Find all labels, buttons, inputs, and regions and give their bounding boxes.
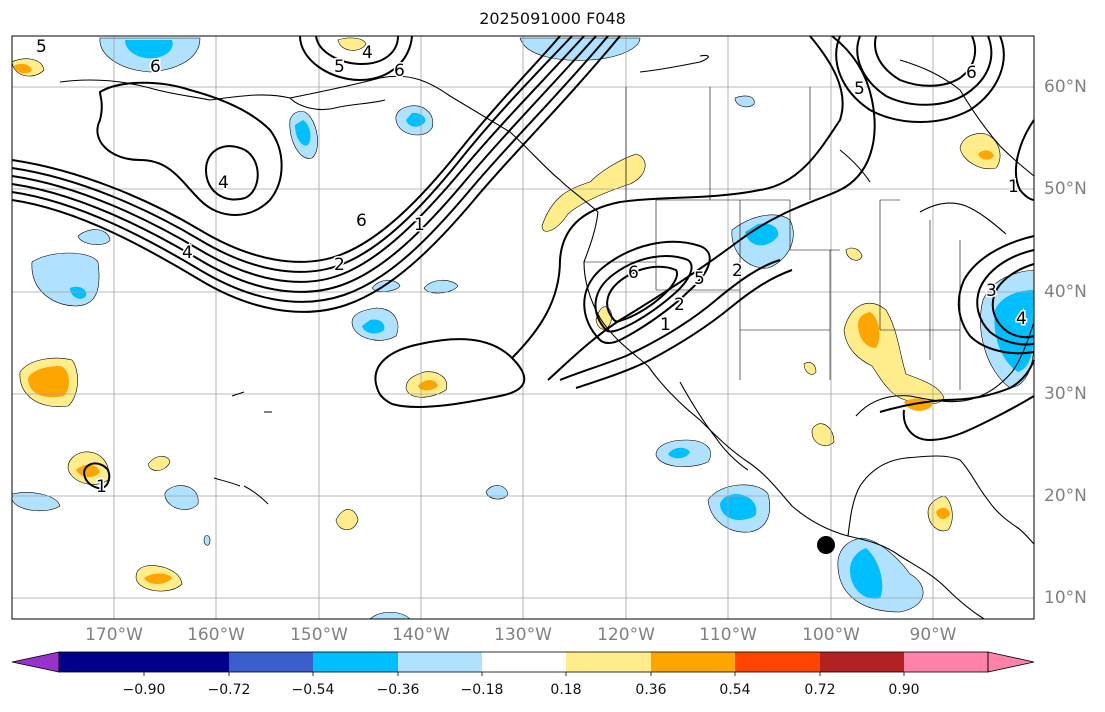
- colorbar-bin: [566, 652, 651, 672]
- longitude-label: 160°W: [187, 625, 245, 645]
- contour-label: 5: [334, 57, 345, 77]
- location-marker: [817, 536, 835, 554]
- longitude-label: 170°W: [85, 625, 143, 645]
- contour-label: 4: [362, 43, 373, 63]
- contour-label: 1: [660, 315, 671, 335]
- latitude-label: 20°N: [1044, 486, 1087, 506]
- latitude-label: 30°N: [1044, 384, 1087, 404]
- contour-label: 4: [218, 173, 229, 193]
- contour-label: 6: [628, 263, 639, 283]
- colorbar-bin: [904, 652, 988, 672]
- contour-label: 4: [1016, 309, 1027, 329]
- map-title: 2025091000 F048: [479, 9, 626, 28]
- colorbar-bin: [651, 652, 735, 672]
- contour-label: 2: [334, 255, 345, 275]
- colorbar-tick-label: 0.90: [888, 682, 920, 698]
- contour-label: 6: [394, 61, 405, 81]
- contour-label: 2: [674, 295, 685, 315]
- state-borders: [584, 87, 961, 390]
- colorbar-bin: [313, 652, 398, 672]
- latitude-label: 10°N: [1044, 588, 1087, 608]
- colorbar-tick-label: 0.36: [635, 682, 667, 698]
- longitude-label: 140°W: [392, 625, 450, 645]
- contour-label: 6: [356, 211, 367, 231]
- contour-label: 3: [986, 281, 997, 301]
- colorbar-bin: [144, 652, 229, 672]
- colorbar-tick-label: −0.18: [460, 682, 504, 698]
- contour-labels: 5 6 4 5 6 6 5 4 4 6 1 2 6 5 2 2 1 1 3 4 …: [35, 36, 1029, 499]
- height-contours: [11, 35, 1035, 490]
- colorbar-bin: [482, 652, 566, 672]
- longitude-label: 110°W: [699, 625, 757, 645]
- contour-label: 6: [966, 63, 977, 83]
- contour-label: 5: [36, 37, 47, 57]
- positive-anomaly-regions: [11, 37, 1001, 592]
- longitude-label: 120°W: [597, 625, 655, 645]
- colorbar-right-extension: [987, 651, 1035, 673]
- latitude-label: 50°N: [1044, 179, 1087, 199]
- islands: [213, 391, 272, 505]
- colorbar-tick-label: 0.72: [804, 682, 836, 698]
- longitude-label: 100°W: [802, 625, 860, 645]
- contour-label: 1: [414, 215, 425, 235]
- colorbar-bin: [59, 652, 144, 672]
- colorbar-tick-label: −0.36: [376, 682, 420, 698]
- latitude-label: 40°N: [1044, 282, 1087, 302]
- contour-label: 5: [854, 79, 865, 99]
- colorbar-bin: [820, 652, 904, 672]
- negative-anomaly-regions: [11, 37, 1035, 620]
- colorbar-tick-label: 0.18: [550, 682, 582, 698]
- colorbar-tick-label: −0.90: [122, 682, 166, 698]
- contour-label: 4: [182, 243, 193, 263]
- contour-label: 2: [732, 261, 743, 281]
- colorbar-tick-label: −0.54: [291, 682, 335, 698]
- colorbar-tick-label: −0.72: [207, 682, 251, 698]
- contour-label: 1: [1008, 177, 1019, 197]
- longitude-label: 130°W: [494, 625, 552, 645]
- contour-label: 5: [694, 269, 705, 289]
- colorbar-left-extension: [11, 651, 60, 673]
- colorbar-tick-label: 0.54: [719, 682, 751, 698]
- longitude-label: 90°W: [909, 625, 957, 645]
- longitude-label: 150°W: [290, 625, 348, 645]
- colorbar-bin: [229, 652, 313, 672]
- contour-label: 6: [150, 57, 161, 77]
- colorbar-bin: [398, 652, 482, 672]
- contour-label: 1: [96, 477, 107, 497]
- latitude-label: 60°N: [1044, 77, 1087, 97]
- map-area: 5 6 4 5 6 6 5 4 4 6 1 2 6 5 2 2 1 1 3 4 …: [11, 35, 1035, 620]
- colorbar: [11, 651, 1035, 676]
- colorbar-bin: [735, 652, 820, 672]
